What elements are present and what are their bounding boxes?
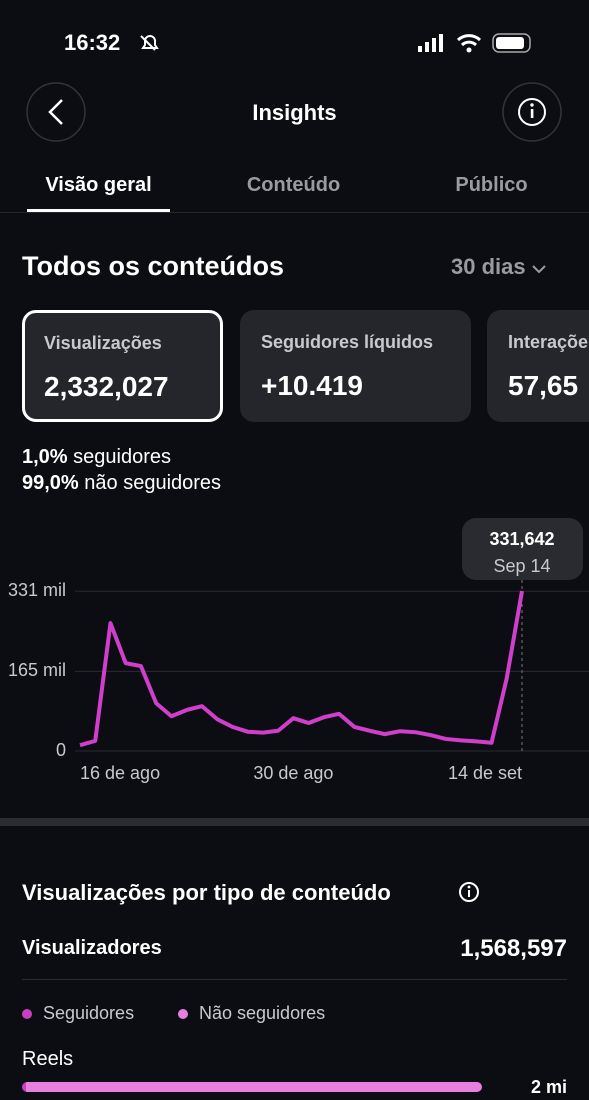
row-label: Reels xyxy=(22,1048,74,1070)
tab-indicator xyxy=(27,209,170,212)
chart: 0 165 mil 331 mil 16 de ago 30 de ago 14 de s… xyxy=(8,518,589,783)
chevron xyxy=(532,265,546,274)
x-tick-label: 30 de ago xyxy=(253,763,333,783)
viewers-label: Visualizadores xyxy=(22,937,162,959)
metric-label: Visualizações xyxy=(44,333,162,353)
breakdown: 99,0% não seguidores xyxy=(22,472,221,495)
metric-value: 2,332,027 xyxy=(44,371,169,402)
metric-value: 57,65 xyxy=(508,370,579,401)
content-bar xyxy=(22,1082,482,1092)
tab[interactable]: Público xyxy=(455,174,528,196)
tooltip-value: 331,642 xyxy=(489,529,554,549)
status-time: 16:32 xyxy=(64,30,121,55)
legend-dot xyxy=(178,1009,188,1019)
x-tick-label: 14 de set xyxy=(448,763,522,783)
line xyxy=(79,590,524,748)
period-selector[interactable]: 30 dias xyxy=(451,254,546,280)
row-value: 2 mi xyxy=(530,1077,567,1097)
label: não seguidores xyxy=(84,472,222,494)
tab[interactable]: Visão geral xyxy=(45,174,152,196)
legend-item: Não seguidores xyxy=(178,1003,325,1024)
x-tick-label: 16 de ago xyxy=(80,763,160,783)
y-tick-label: 0 xyxy=(56,740,66,760)
percent: 1,0% xyxy=(22,446,68,468)
metric-card[interactable]: Seguidores líquidos +10.419 xyxy=(240,310,471,422)
metric-value: +10.419 xyxy=(261,370,363,401)
y-tick-label: 165 mil xyxy=(8,660,66,680)
label: seguidores xyxy=(73,446,171,468)
legend-dot xyxy=(22,1009,32,1019)
breakdown: 1,0% seguidores xyxy=(22,446,171,469)
period: 30 dias xyxy=(451,254,526,279)
metric-label: Seguidores líquidos xyxy=(261,332,434,352)
legend-label: Não seguidores xyxy=(199,1003,326,1023)
divider xyxy=(0,212,589,213)
legend-label: Seguidores xyxy=(43,1003,135,1023)
info-icon[interactable] xyxy=(458,881,480,903)
percent: 99,0% xyxy=(22,472,79,494)
tooltip-date: Sep 14 xyxy=(493,556,550,576)
status-icons xyxy=(26,33,562,142)
y-tick-label: 331 mil xyxy=(8,580,66,600)
tab[interactable]: Conteúdo xyxy=(246,174,341,196)
section-title: Todos os conteúdos xyxy=(22,251,284,281)
divider xyxy=(22,979,567,980)
metric-label: Interações xyxy=(508,332,589,352)
legend-item: Seguidores xyxy=(22,1003,134,1024)
page-title: Insights xyxy=(252,100,337,125)
section-title: Visualizações por tipo de conteúdo xyxy=(22,880,391,905)
tooltip xyxy=(462,518,583,580)
metric-card[interactable]: Visualizações 2,332,027 xyxy=(22,310,223,422)
viewers-value: 1,568,597 xyxy=(460,935,567,962)
metric-card[interactable]: Interações 57,65 xyxy=(487,310,589,422)
section-separator xyxy=(0,818,589,826)
